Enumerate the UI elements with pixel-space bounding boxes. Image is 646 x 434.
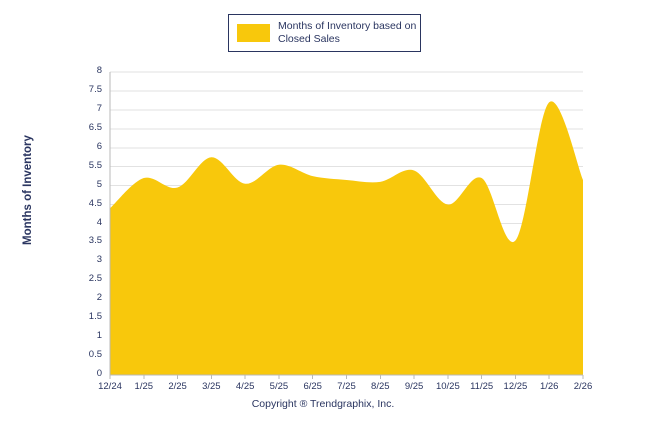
- x-axis-tick-label: 8/25: [371, 381, 390, 392]
- y-axis-tick-label: 1: [96, 330, 102, 342]
- x-axis-tick-label: 7/25: [337, 381, 356, 392]
- y-axis-tick-label: 5: [96, 178, 102, 190]
- x-axis-tick-marks: [109, 375, 584, 379]
- x-axis-tick-label: 6/25: [303, 381, 322, 392]
- x-axis-tick-label: 12/24: [98, 381, 122, 392]
- y-axis-tick-label: 4.5: [88, 197, 102, 209]
- x-axis-tick-label: 3/25: [202, 381, 221, 392]
- x-axis-tick-label: 11/25: [470, 381, 494, 392]
- x-axis-tick-label: 1/26: [539, 381, 559, 392]
- copyright-notice: Copyright ® Trendgraphix, Inc.: [251, 398, 395, 410]
- y-axis-tick-label: 3: [96, 254, 102, 266]
- x-axis-tick-label: 4/25: [235, 381, 255, 392]
- x-axis-tick-label: 10/25: [435, 381, 460, 392]
- legend-label: Months of Inventory based on Closed Sale…: [278, 20, 417, 45]
- area-series: [110, 101, 583, 376]
- y-axis-tick-label: 8: [96, 65, 102, 76]
- x-axis-tick-label: 9/25: [404, 381, 424, 392]
- y-axis-tick-label: 7: [96, 102, 102, 114]
- x-axis-tick-label: 1/25: [134, 381, 154, 392]
- chart-legend: Months of Inventory based on Closed Sale…: [228, 14, 421, 52]
- y-axis-tick-label: 3.5: [88, 235, 102, 247]
- y-axis-tick-label: 2.5: [88, 273, 102, 285]
- x-axis-tick-label: 5/25: [269, 381, 289, 392]
- area-path: [110, 101, 583, 376]
- y-axis-tick-label: 0.5: [88, 349, 102, 361]
- y-axis-tick-label: 1.5: [88, 311, 102, 323]
- y-axis-tick-label: 4: [96, 216, 102, 228]
- legend-color-swatch: [237, 24, 270, 42]
- y-axis-tick-label: 0: [96, 368, 102, 379]
- x-axis-tick-label: 2/26: [573, 381, 593, 392]
- x-axis-tick-label: 12/25: [503, 381, 528, 392]
- y-axis-tick-label: 2: [96, 292, 102, 304]
- y-axis-tick-label: 7.5: [88, 83, 102, 95]
- x-axis-tick-label: 2/25: [168, 381, 187, 392]
- y-axis-tick-label: 6: [96, 140, 102, 152]
- y-axis-tick-label: 5.5: [88, 159, 102, 171]
- y-axis-tick-label: 6.5: [88, 121, 102, 133]
